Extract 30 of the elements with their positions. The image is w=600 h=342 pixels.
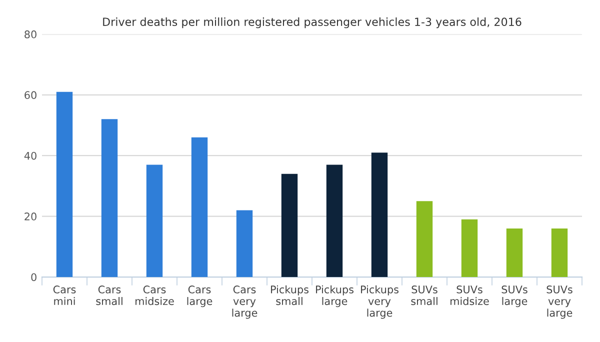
bar xyxy=(101,119,118,278)
y-tick-label: 60 xyxy=(24,91,36,100)
bar xyxy=(416,201,433,278)
bar xyxy=(56,92,73,278)
bar xyxy=(506,228,523,278)
y-tick-label: 20 xyxy=(24,212,36,220)
bar xyxy=(146,164,163,278)
x-tick-label: Cars large xyxy=(187,286,212,308)
x-tick-label: SUVs very large xyxy=(546,286,572,319)
bar xyxy=(326,164,343,278)
x-tick-label: Pickups large xyxy=(316,285,354,308)
bar xyxy=(461,219,478,278)
bar xyxy=(236,210,253,278)
x-tick-label: Cars midsize xyxy=(136,286,174,306)
x-tick-label: Pickups small xyxy=(271,285,308,306)
chart-title: Driver deaths per million registered passenger vehicles 1-3 years old, 2016 xyxy=(103,17,522,28)
y-tick-label: 0 xyxy=(31,273,36,282)
bar xyxy=(551,228,568,278)
bar xyxy=(371,152,388,278)
x-tick-label: Cars small xyxy=(96,286,122,306)
x-tick-label: SUVs midsize xyxy=(450,286,489,306)
y-tick-label: 80 xyxy=(24,30,36,38)
x-tick-label: SUVs small xyxy=(411,286,438,306)
bar xyxy=(191,137,208,278)
bar xyxy=(281,174,298,278)
y-tick-label: 40 xyxy=(24,152,36,160)
x-tick-label: SUVs large xyxy=(502,286,528,308)
x-tick-label: Pickups very large xyxy=(361,285,398,319)
x-tick-label: Cars very large xyxy=(232,286,258,319)
x-tick-label: Cars mini xyxy=(53,286,76,305)
